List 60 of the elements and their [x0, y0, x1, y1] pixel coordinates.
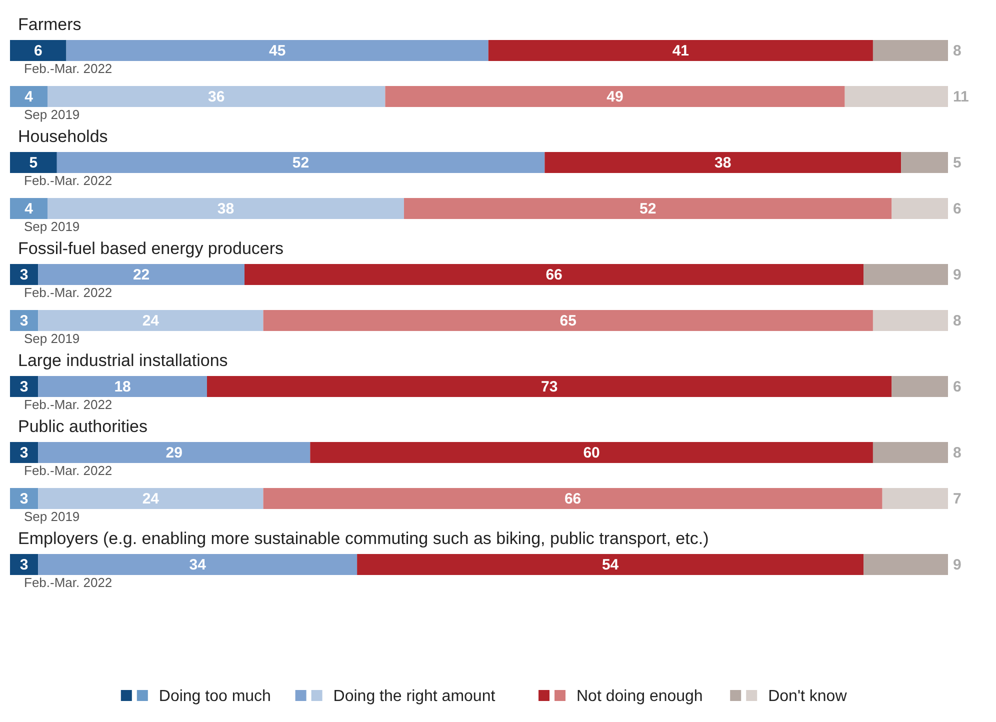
data-label: 6 — [34, 42, 42, 60]
data-label: 73 — [541, 378, 558, 396]
data-label: 24 — [142, 312, 160, 330]
data-label: 36 — [208, 88, 225, 106]
y-tick-label: Feb.-Mar. 2022 — [24, 463, 112, 478]
data-label: 60 — [583, 444, 600, 462]
data-label: 5 — [29, 154, 38, 172]
data-label: 6 — [953, 378, 962, 396]
data-label: 3 — [20, 490, 28, 508]
y-tick-label: Feb.-Mar. 2022 — [24, 61, 112, 76]
data-label: 34 — [189, 556, 207, 574]
legend-label: Doing too much — [158, 688, 271, 705]
data-label: 7 — [953, 490, 962, 508]
legend-label: Doing the right amount — [333, 688, 496, 705]
data-label: 45 — [268, 42, 286, 60]
data-label: 9 — [953, 266, 962, 284]
data-label: 8 — [953, 444, 962, 462]
legend-label: Don't know — [768, 688, 848, 705]
y-tick-label: Feb.-Mar. 2022 — [24, 397, 112, 412]
data-label: 38 — [217, 200, 234, 218]
data-label: 18 — [114, 378, 131, 396]
y-tick-label: Sep 2019 — [24, 219, 80, 234]
data-label: 65 — [560, 312, 576, 330]
data-label: 8 — [953, 42, 962, 60]
data-label: 9 — [953, 556, 962, 574]
data-label: 5 — [953, 154, 962, 172]
y-tick-label: Feb.-Mar. 2022 — [24, 285, 112, 300]
data-label: 22 — [132, 266, 150, 284]
y-tick-label: Feb.-Mar. 2022 — [24, 173, 112, 188]
data-label: 3 — [20, 444, 28, 462]
legend-label: Not doing enough — [576, 688, 703, 705]
annotation: Farmers — [18, 15, 82, 34]
y-tick-label: Sep 2019 — [24, 331, 80, 346]
data-label: 38 — [714, 154, 732, 172]
data-label: 66 — [564, 490, 582, 508]
data-label: 52 — [292, 154, 310, 172]
annotation: Fossil-fuel based energy producers — [18, 239, 284, 258]
data-label: 3 — [20, 312, 28, 330]
annotation: Households — [18, 127, 108, 146]
y-tick-label: Feb.-Mar. 2022 — [24, 575, 112, 590]
data-label: 3 — [20, 556, 28, 574]
y-tick-label: Sep 2019 — [24, 509, 80, 524]
data-label: 4 — [24, 200, 34, 218]
data-label: 41 — [672, 42, 690, 60]
data-label: 49 — [606, 88, 624, 106]
annotation: Public authorities — [18, 417, 148, 436]
data-label: 54 — [602, 556, 620, 574]
data-label: 66 — [546, 266, 562, 284]
data-label: 4 — [24, 88, 34, 106]
data-label: 8 — [953, 312, 962, 330]
data-label: 29 — [166, 444, 182, 462]
data-label: 24 — [142, 490, 160, 508]
y-tick-label: Sep 2019 — [24, 107, 80, 122]
annotation: Employers (e.g. enabling more sustainable commuting such as biking, public transport, etc.) — [18, 529, 709, 548]
data-label: 6 — [953, 200, 962, 218]
annotation: Large industrial installations — [18, 351, 228, 370]
data-label: 52 — [639, 200, 656, 218]
data-label: 3 — [20, 378, 28, 396]
data-label: 3 — [20, 266, 28, 284]
data-label: 11 — [953, 88, 969, 106]
